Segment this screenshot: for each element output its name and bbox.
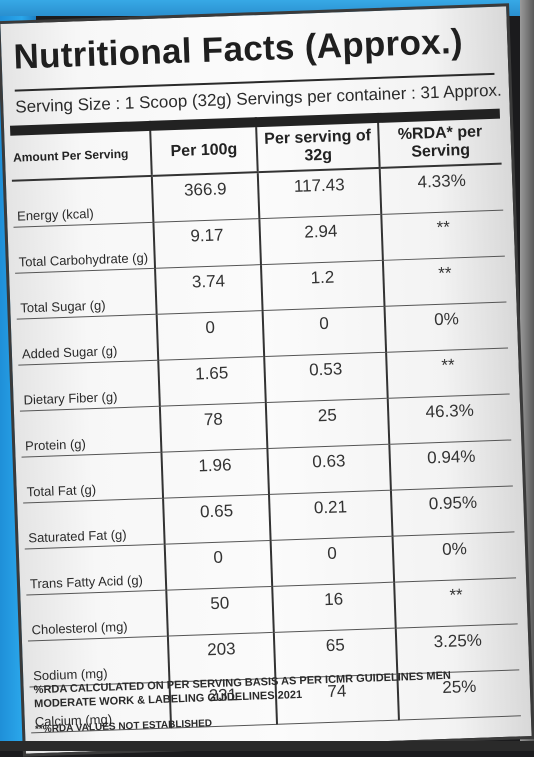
table-body: Energy (kcal) 366.9 117.43 4.33% Total Carbo… — [11, 163, 521, 733]
per-100g-value: 78 — [159, 402, 268, 453]
header-per-serving-32g: Per serving of 32g — [255, 117, 380, 173]
nutrient-name: Energy (kcal) — [11, 175, 154, 228]
nutrition-table: Amount Per Serving Per 100g Per serving of… — [10, 109, 521, 734]
nutrient-name: Total Sugar (g) — [15, 268, 157, 320]
rda-value: 0% — [392, 531, 517, 583]
rda-value: ** — [381, 210, 505, 261]
label-title: Nutritional Facts (Approx.) — [12, 21, 464, 77]
per-serving-value: 1.2 — [260, 260, 385, 311]
per-100g-value: 0 — [156, 310, 265, 361]
header-per-100g: Per 100g — [150, 122, 258, 176]
per-100g-value: 50 — [166, 586, 274, 637]
nutrient-name: Protein (g) — [19, 406, 162, 458]
rda-value: 0.95% — [390, 485, 515, 537]
nutrient-name: Cholesterol (mg) — [26, 590, 168, 641]
per-serving-value: 0 — [270, 536, 395, 587]
per-serving-value: 0.63 — [267, 444, 391, 495]
nutrition-label: Nutritional Facts (Approx.) Serving Size… — [0, 3, 534, 757]
rda-value: ** — [394, 577, 518, 629]
per-100g-value: 0 — [164, 540, 273, 591]
package-bottom-edge — [0, 741, 534, 751]
per-100g-value: 0.65 — [163, 494, 271, 545]
header-rda-per-serving: %RDA* per Serving — [377, 113, 502, 168]
nutrient-name: Dietary Fiber (g) — [18, 360, 160, 412]
rda-value: 0% — [384, 302, 509, 353]
nutrient-name: Total Carbohydrate (g) — [13, 222, 156, 274]
rda-value: 4.33% — [379, 163, 504, 215]
nutrient-name: Trans Fatty Acid (g) — [24, 544, 167, 595]
per-serving-value: 2.94 — [259, 214, 383, 265]
footnote-rda-not-established: **%RDA VALUES NOT ESTABLISHED — [34, 718, 213, 736]
per-serving-value: 0.53 — [264, 352, 388, 403]
rda-value: ** — [386, 348, 510, 399]
rda-value: 46.3% — [387, 394, 512, 445]
per-100g-value: 366.9 — [151, 172, 260, 223]
per-serving-value: 25 — [265, 398, 390, 449]
rda-value: ** — [382, 256, 507, 307]
header-amount-per-serving: Amount Per Serving — [10, 125, 152, 181]
nutrient-name: Added Sugar (g) — [16, 314, 159, 366]
per-serving-value: 0 — [262, 306, 387, 357]
per-serving-value: 16 — [272, 582, 396, 633]
nutrient-name: Saturated Fat (g) — [23, 498, 165, 550]
per-100g-value: 3.74 — [155, 264, 263, 315]
rda-value: 0.94% — [389, 439, 513, 491]
per-100g-value: 1.65 — [158, 356, 266, 407]
per-serving-value: 117.43 — [257, 167, 382, 219]
nutrient-name: Total Fat (g) — [21, 452, 164, 504]
per-100g-value: 9.17 — [153, 218, 261, 269]
per-serving-value: 0.21 — [268, 490, 393, 541]
per-100g-value: 1.96 — [161, 448, 269, 499]
